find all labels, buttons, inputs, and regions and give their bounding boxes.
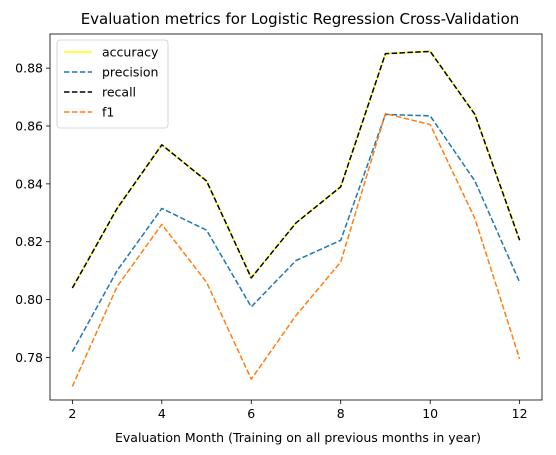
plot-frame <box>49 33 543 401</box>
y-tick-label: 0.78 <box>15 350 43 365</box>
chart-title: Evaluation metrics for Logistic Regressi… <box>81 10 520 28</box>
legend-box <box>56 39 169 129</box>
x-tick-label: 2 <box>68 406 76 421</box>
series-line-f1 <box>71 112 521 387</box>
x-tick-label: 10 <box>422 406 438 421</box>
plot-area: 2 4 6 8 10 12 0.78 0.80 0.82 0.84 0.86 0.88 accuracy… <box>15 33 543 421</box>
y-tick-label: 0.84 <box>15 176 43 191</box>
x-tick-label: 8 <box>337 406 345 421</box>
y-tick-label: 0.88 <box>15 61 43 76</box>
x-tick-label: 12 <box>512 406 528 421</box>
y-tick-label: 0.80 <box>15 292 43 307</box>
legend-label-accuracy: accuracy <box>102 45 159 60</box>
series-line-recall <box>71 50 521 289</box>
y-tick-label: 0.82 <box>15 234 43 249</box>
legend-label-precision: precision <box>102 65 158 80</box>
series-line-precision <box>71 113 521 353</box>
x-tick-label: 4 <box>158 406 166 421</box>
x-tick-label: 6 <box>247 406 255 421</box>
legend-label-recall: recall <box>102 85 136 100</box>
legend-label-f1: f1 <box>102 105 114 120</box>
x-axis-label: Evaluation Month (Training on all previo… <box>115 430 481 445</box>
y-tick-label: 0.86 <box>15 119 43 134</box>
